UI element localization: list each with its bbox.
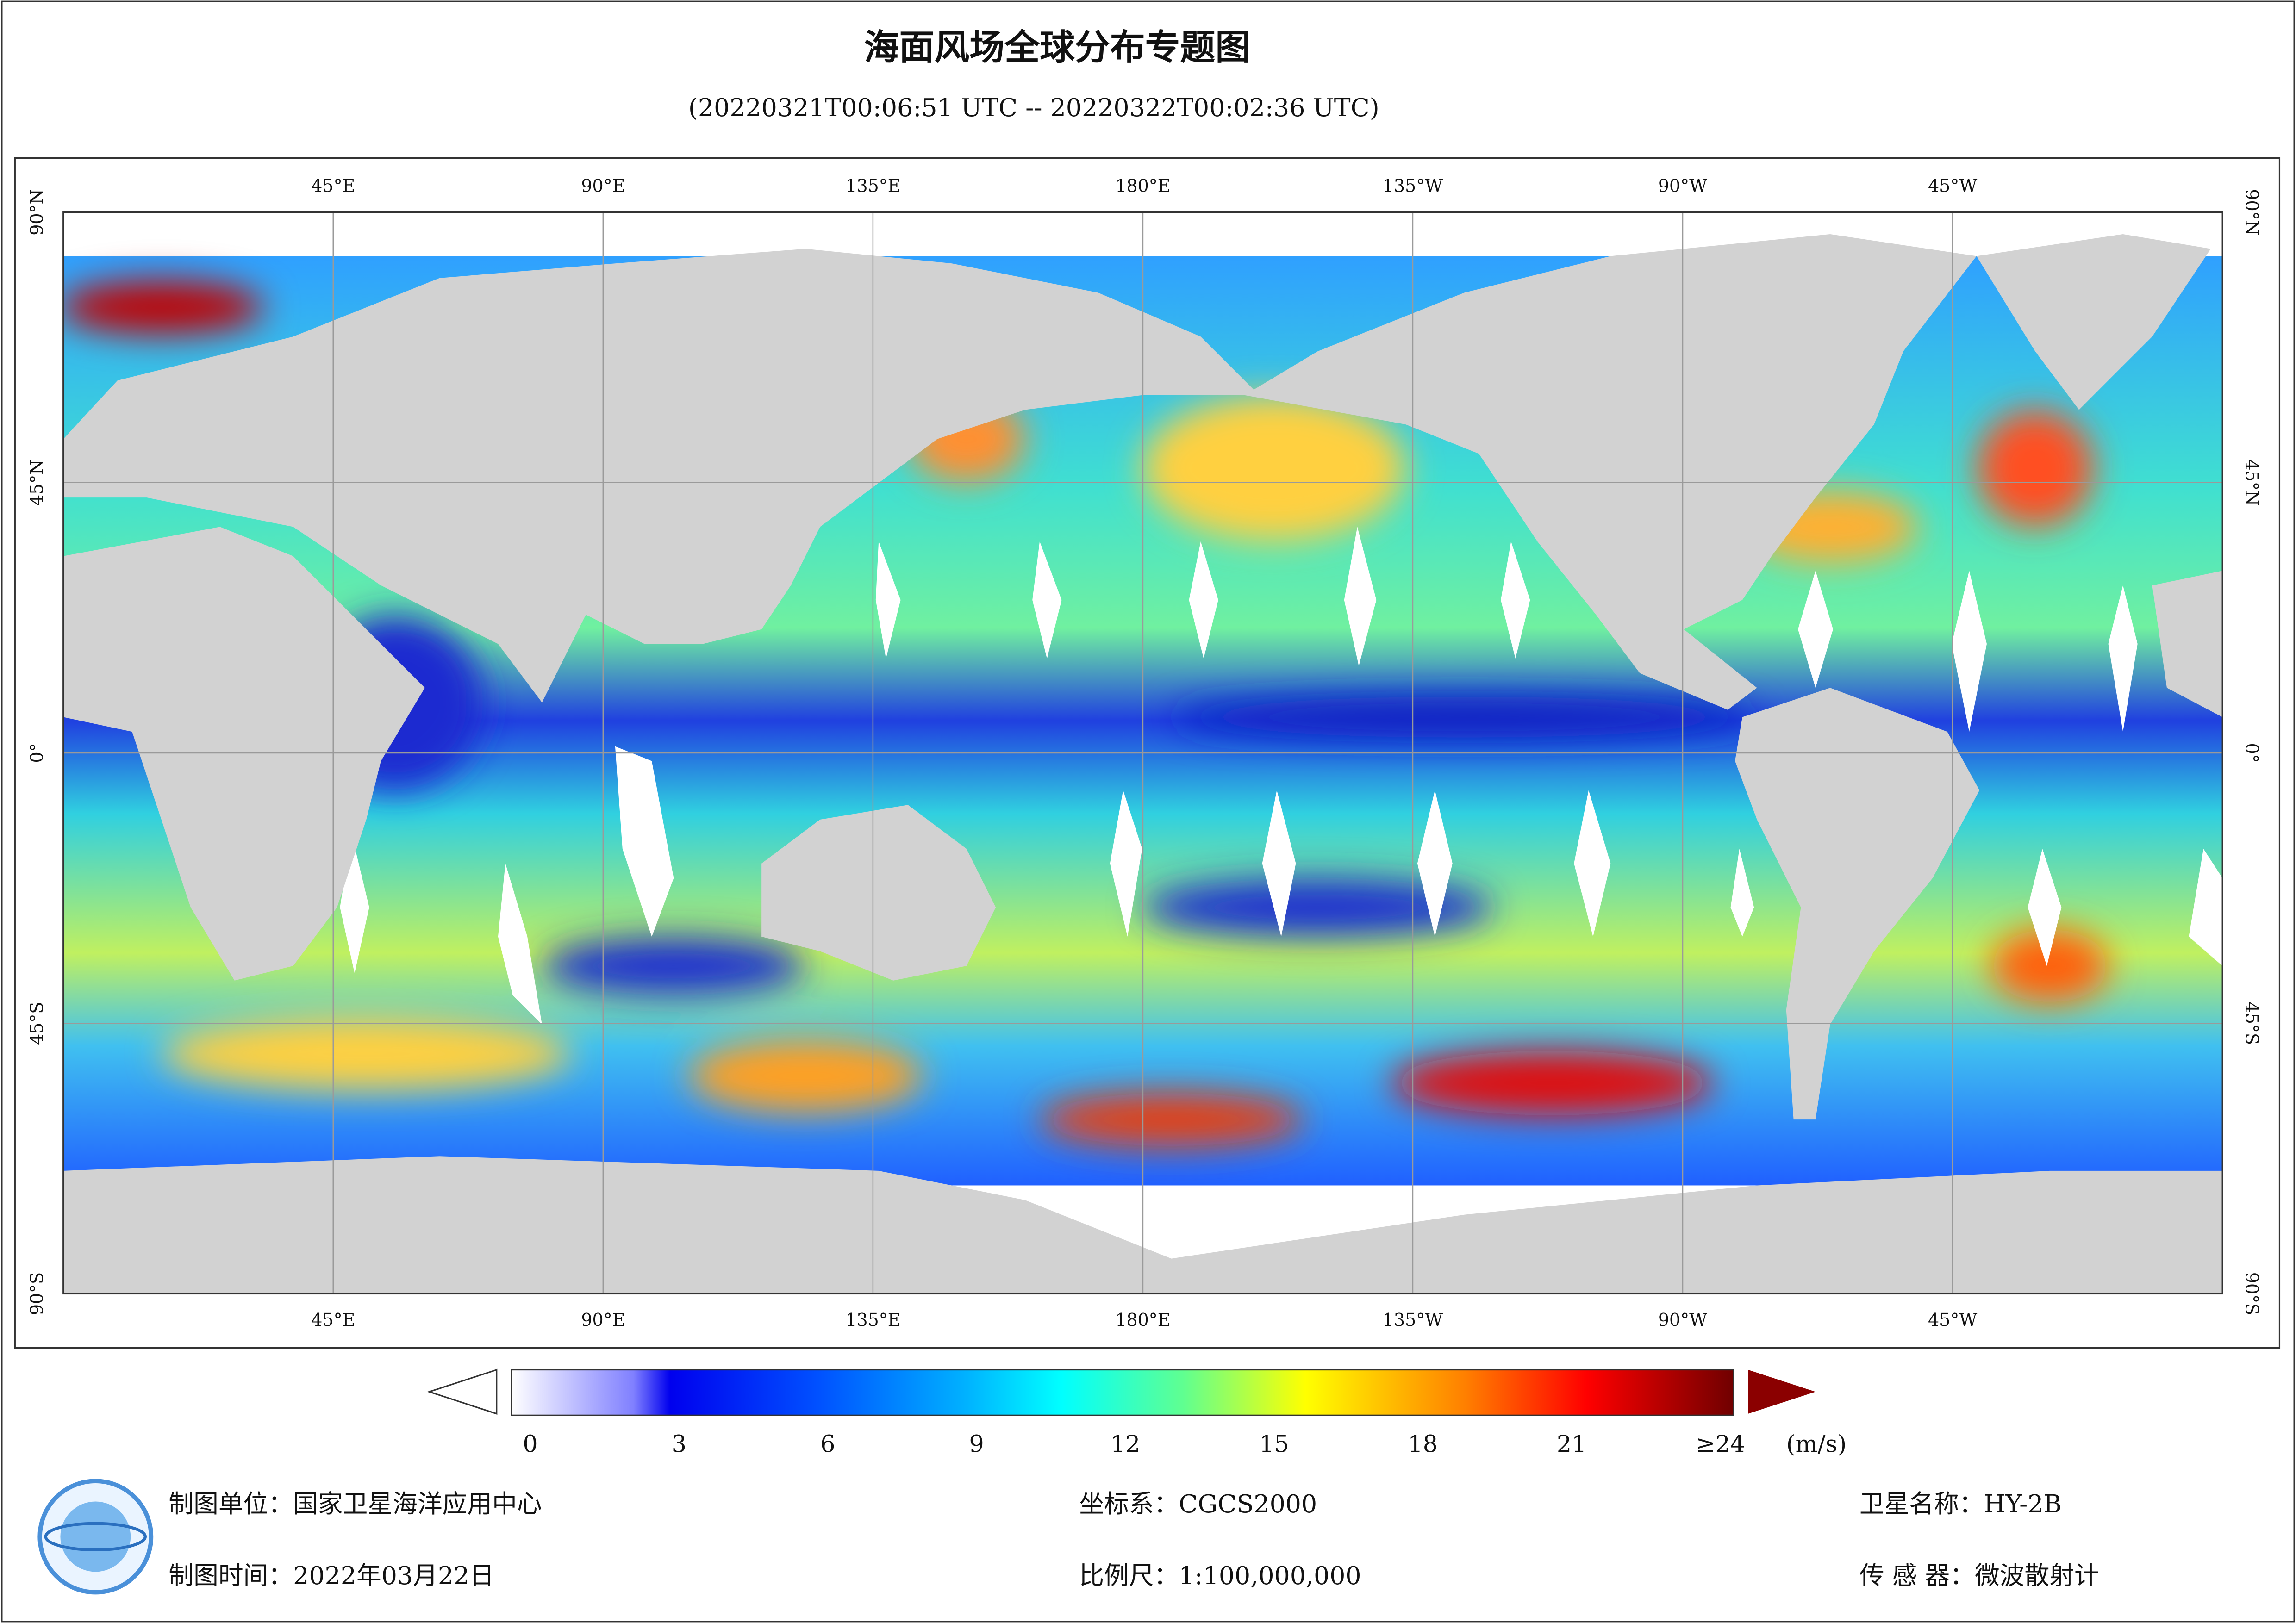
footer-satellite: 卫星名称：HY-2B <box>1859 1489 2062 1518</box>
lat-label-left: 90°N <box>26 189 47 235</box>
map-frame <box>14 157 2281 1349</box>
colorbar-tick-label: 0 <box>523 1430 537 1457</box>
subtitle: (20220321T00:06:51 UTC -- 20220322T00:02… <box>688 93 1379 122</box>
colorbar: 0 3 6 9 12 15 18 21 ≥24 (m/s) <box>427 1368 1847 1457</box>
colorbar-tick-label: 12 <box>1111 1430 1140 1457</box>
lon-label-top: 45°E <box>311 175 355 196</box>
colorbar-high-arrow <box>1748 1369 1816 1414</box>
lon-label-top: 90°W <box>1658 175 1707 196</box>
colorbar-tick-label: 6 <box>820 1430 835 1457</box>
lat-label-right: 90°S <box>2242 1272 2262 1315</box>
lon-label-bottom: 45°E <box>311 1310 355 1330</box>
colorbar-tick-label: 18 <box>1408 1430 1438 1457</box>
footer-crs: 坐标系：CGCS2000 <box>1079 1489 1317 1518</box>
colorbar-scale <box>511 1369 1734 1416</box>
colorbar-tick-label: 9 <box>969 1430 984 1457</box>
footer-sensor: 传 感 器：微波散射计 <box>1859 1561 2099 1590</box>
lat-label-right: 45°N <box>2242 460 2262 506</box>
lon-label-top: 135°W <box>1383 175 1443 196</box>
footer-unit: 制图单位：国家卫星海洋应用中心 <box>168 1489 542 1518</box>
lon-label-bottom: 135°W <box>1383 1310 1443 1330</box>
lat-label-right: 0° <box>2242 743 2262 763</box>
logo <box>37 1479 154 1595</box>
lat-label-left: 90°S <box>26 1272 47 1315</box>
footer-date: 制图时间：2022年03月22日 <box>168 1561 494 1590</box>
colorbar-tick-label: 3 <box>672 1430 686 1457</box>
lat-label-left: 45°N <box>26 460 47 506</box>
lon-label-bottom: 180°E <box>1115 1310 1170 1330</box>
colorbar-unit: (m/s) <box>1786 1430 1847 1457</box>
lon-label-top: 45°W <box>1928 175 1977 196</box>
map <box>63 212 2223 1294</box>
lon-label-bottom: 90°W <box>1658 1310 1707 1330</box>
map-border <box>62 211 2223 1295</box>
lon-label-top: 135°E <box>845 175 900 196</box>
lon-label-bottom: 90°E <box>581 1310 625 1330</box>
colorbar-tick-label: 21 <box>1557 1430 1586 1457</box>
lon-label-bottom: 45°W <box>1928 1310 1977 1330</box>
colorbar-tick-label: 15 <box>1259 1430 1289 1457</box>
title: 海面风场全球分布专题图 <box>864 27 1251 68</box>
graticule <box>63 212 2223 1294</box>
lon-label-top: 180°E <box>1115 175 1170 196</box>
footer-scale: 比例尺：1:100,000,000 <box>1079 1561 1361 1590</box>
lon-label-top: 90°E <box>581 175 625 196</box>
colorbar-low-arrow <box>427 1368 498 1415</box>
lat-label-right: 90°N <box>2242 189 2262 235</box>
lat-label-right: 45°S <box>2242 1002 2262 1045</box>
colorbar-tick-label: ≥24 <box>1696 1430 1745 1457</box>
lon-label-bottom: 135°E <box>845 1310 900 1330</box>
axis-labels: 45°E 45°E 90°E 90°E 135°E 135°E 180°E 180°E 135°… <box>26 175 2262 1330</box>
lat-label-left: 45°S <box>26 1002 47 1045</box>
wind-patches <box>63 281 2109 1146</box>
lat-label-left: 0° <box>26 743 47 763</box>
